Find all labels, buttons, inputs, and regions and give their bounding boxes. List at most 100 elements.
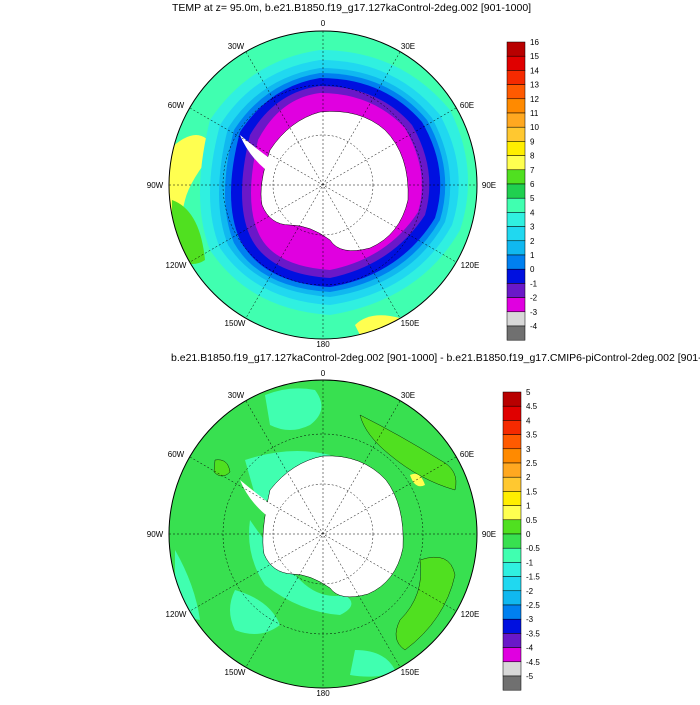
bottom-lon-label-11: 30W [228,391,245,400]
top-colorbar-label: 5 [530,194,535,203]
top-colorbar-label: 4 [530,208,535,217]
bottom-colorbar-swatch [502,590,522,606]
bottom-colorbar-label: 4 [526,416,531,425]
bottom-colorbar-swatch [502,604,522,620]
top-map-title: TEMP at z= 95.0m, b.e21.B1850.f19_g17.12… [172,2,532,14]
top-lon-label-11: 30W [228,42,245,51]
top-colorbar-swatch [506,197,526,213]
bottom-lon-label-9: 90W [147,530,164,539]
bottom-colorbar-label: 3 [526,445,531,454]
top-lon-label-2: 60E [460,101,474,110]
bottom-colorbar-swatch [502,391,522,407]
top-colorbar-label: 7 [530,166,535,175]
bottom-colorbar-label: 5 [526,388,531,397]
bottom-colorbar-swatch [502,434,522,450]
top-colorbar-label: 8 [530,152,535,161]
bottom-lon-label-10: 60W [168,450,185,459]
bottom-colorbar-label: -1 [526,558,534,567]
bottom-colorbar-swatch [502,547,522,563]
top-graticule [169,31,477,339]
top-colorbar-swatch [506,183,526,199]
top-lon-label-7: 150W [225,319,246,328]
top-polar-map: 0 30E 60E 90E 120E 150E 180 150W 120W 90… [147,19,540,349]
bottom-colorbar-label: -4.5 [526,658,540,667]
bottom-graticule [169,380,477,688]
bottom-map-title: b.e21.B1850.f19_g17.127kaControl-2deg.00… [171,352,700,364]
bottom-lon-label-8: 120W [166,610,187,619]
bottom-anomaly-patch-5 [230,590,280,634]
top-colorbar-swatch [506,98,526,114]
top-lon-label-3: 90E [482,181,496,190]
top-colorbar-swatch [506,240,526,256]
top-colorbar-swatch [506,226,526,242]
top-colorbar-label: -3 [530,308,538,317]
bottom-colorbar-swatch [502,420,522,435]
bottom-colorbar-label: -1.5 [526,573,540,582]
top-colorbar-label: 0 [530,265,535,274]
bottom-polar-map: 0 30E 60E 90E 120E 150E 180 150W 120W 90… [147,369,541,698]
bottom-lon-label-3: 90E [482,530,496,539]
top-colorbar-swatch [506,169,526,185]
top-lon-label-6: 180 [316,340,330,349]
bottom-colorbar-swatch [502,491,522,506]
top-colorbar-swatch [506,141,526,156]
bottom-colorbar-label: -5 [526,672,534,681]
top-colorbar-label: 10 [530,123,539,132]
top-colorbar-swatch [506,126,526,142]
bottom-lon-label-6: 180 [316,689,330,698]
top-lon-label-1: 30E [401,42,415,51]
top-colorbar-label: -2 [530,294,538,303]
top-colorbar-swatch [506,268,526,284]
top-colorbar-label: 2 [530,237,535,246]
bottom-lon-label-2: 60E [460,450,474,459]
bottom-peninsula [240,480,272,515]
bottom-lon-label-0: 0 [321,369,326,378]
bottom-colorbar-swatch [502,618,522,634]
top-colorbar-swatch [506,41,526,57]
top-map-border [168,30,478,340]
top-map-panel: 0 30E 60E 90E 120E 150E 180 150W 120W 90… [0,0,700,350]
bottom-colorbar-label: 1 [526,502,531,511]
top-colorbar-swatch [506,70,526,85]
top-lon-label-8: 120W [166,261,187,270]
top-colorbar-label: 12 [530,95,539,104]
top-colorbar-label: -1 [530,279,538,288]
bottom-anomaly-patch-4 [249,520,352,615]
top-colorbar-swatch [506,155,526,171]
top-colorbar-swatch [506,311,526,327]
top-colorbar-swatch [506,212,526,227]
top-colorbar-swatch [506,112,526,128]
bottom-colorbar-label: -0.5 [526,544,540,553]
top-colorbar-swatch [506,325,526,341]
top-antarctica [260,111,409,251]
top-colorbar-label: 16 [530,38,539,47]
bottom-lon-label-1: 30E [401,391,415,400]
bottom-colorbar-label: -3 [526,615,534,624]
top-colorbar-label: -4 [530,322,538,331]
bottom-colorbar-swatch [502,519,522,535]
bottom-anomaly-warm-3 [395,556,456,651]
top-colorbar-swatch [506,254,526,270]
bottom-colorbar-swatch [502,405,522,421]
top-warm-patch [169,135,215,260]
bottom-anomaly-patch-6 [350,650,395,677]
bottom-colorbar-swatch [502,462,522,478]
bottom-colorbar-swatch [502,505,522,521]
top-colorbar-label: 13 [530,81,539,90]
bottom-colorbar-label: -2 [526,587,534,596]
bottom-colorbar-label: 3.5 [526,431,538,440]
bottom-colorbar-swatch [502,633,522,648]
top-colorbar-swatch [506,283,526,298]
top-colorbar-label: 14 [530,66,539,75]
top-colorbar-swatch [506,297,526,313]
top-colorbar-label: 1 [530,251,535,260]
bottom-colorbar-label: -2.5 [526,601,540,610]
bottom-colorbar-label: 0 [526,530,531,539]
bottom-colorbar-swatch [502,448,522,464]
top-lon-label-4: 120E [461,261,480,270]
bottom-lon-label-7: 150W [225,668,246,677]
bottom-map-border [168,379,478,689]
bottom-colorbar-label: 1.5 [526,487,538,496]
top-colorbar-swatch [506,84,526,100]
